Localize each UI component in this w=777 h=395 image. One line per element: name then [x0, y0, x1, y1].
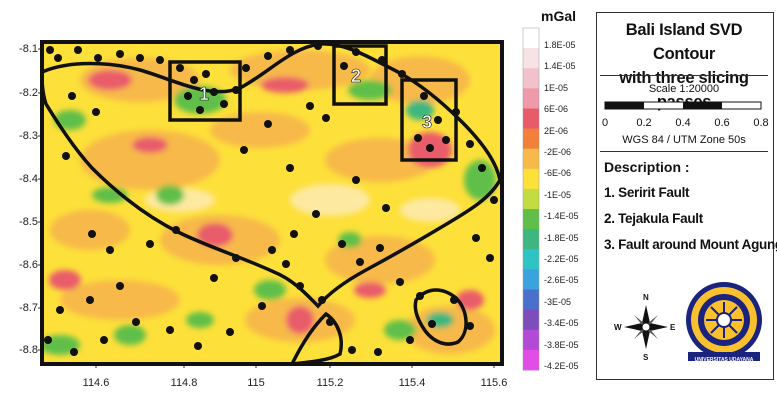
- colorbar-label: -6E-06: [544, 168, 572, 179]
- x-tick-label: 115: [247, 377, 265, 389]
- colorbar-step: [523, 209, 539, 230]
- colorbar-step: [523, 188, 539, 210]
- legend-divider: [600, 151, 768, 152]
- legend-divider: [600, 75, 768, 76]
- colorbar-label: -1.8E-05: [544, 232, 579, 243]
- description-item-seririt: 1. Seririt Fault: [604, 185, 690, 200]
- colorbar-step: [523, 329, 539, 351]
- scale-tick-label: 0.6: [714, 117, 730, 129]
- colorbar-step: [523, 289, 539, 311]
- map-panel: -8.1 -8.2 -8.3 -8.4 -8.5 -8.6 -8.7 -8.8 …: [19, 8, 579, 389]
- colorbar-label: -2.6E-05: [544, 275, 579, 286]
- colorbar-label: -2E-06: [544, 147, 572, 157]
- x-tick-label: 114.6: [82, 377, 110, 389]
- y-tick-label: -8.3: [19, 130, 38, 142]
- bukit-peninsula-outline: [290, 311, 343, 364]
- x-tick-label: 115.6: [480, 377, 508, 389]
- colorbar-step: [523, 28, 539, 49]
- colorbar-label: -1E-05: [544, 189, 572, 200]
- colorbar-step: [523, 168, 539, 190]
- slicing-pass-label-3: 3: [422, 112, 432, 132]
- legend-title-line-1: Bali Island SVD Contour: [625, 21, 743, 63]
- scale-tick-label: 0.2: [636, 117, 652, 129]
- colorbar-label: -3.8E-05: [544, 339, 579, 350]
- map-frame: [40, 40, 504, 366]
- scale-label: Scale 1:20000: [648, 83, 720, 95]
- colorbar-label: 2E-06: [544, 125, 569, 136]
- x-tick-label: 115.4: [398, 377, 426, 389]
- colorbar-step: [523, 269, 539, 291]
- scale-tick-label: 0: [601, 117, 609, 129]
- x-tick-label: 115.2: [316, 377, 344, 389]
- colorbar-step: [523, 309, 539, 331]
- university-name: UNIVERSITAS UDAYANA: [694, 357, 754, 363]
- colorbar-step: [523, 349, 539, 371]
- svd-contour-map: 1 2 3: [38, 27, 540, 371]
- colorbar-unit: mGal: [541, 8, 577, 24]
- nusa-penida-outline: [413, 288, 468, 346]
- slicing-pass-label-1: 1: [199, 84, 209, 104]
- colorbar-label: -4.2E-05: [544, 361, 579, 371]
- contour-fill: [42, 42, 502, 364]
- x-tick-label: 114.8: [170, 377, 198, 389]
- description-item-agung: 3. Fault around Mount Agung: [604, 237, 777, 252]
- description-item-tejakula: 2. Tejakula Fault: [604, 211, 703, 226]
- y-tick-label: -8.4: [19, 173, 38, 185]
- y-tick-label: -8.1: [19, 43, 38, 55]
- slicing-pass-label-2: 2: [351, 66, 361, 86]
- colorbar-step: [523, 249, 539, 270]
- description-heading: Description :: [604, 159, 690, 175]
- colorbar-step: [523, 48, 539, 69]
- colorbar-step: [523, 68, 539, 89]
- legend-title: Bali Island SVD Contour with three slici…: [600, 18, 768, 114]
- colorbar-label: 6E-06: [544, 104, 569, 115]
- colorbar: [523, 28, 539, 371]
- colorbar-label: -3E-05: [544, 296, 572, 307]
- colorbar-step: [523, 88, 539, 109]
- slicing-pass-box-2: [332, 44, 388, 106]
- colorbar-step: [523, 148, 539, 170]
- y-tick-label: -8.8: [19, 344, 38, 356]
- scale-tick-label: 0.8: [753, 117, 769, 129]
- colorbar-label: 1.8E-05: [544, 40, 576, 50]
- colorbar-label: 1.4E-05: [544, 61, 576, 72]
- colorbar-label: 1E-05: [544, 82, 569, 93]
- y-tick-label: -8.7: [19, 302, 38, 314]
- colorbar-step: [523, 229, 539, 250]
- y-tick-label: -8.2: [19, 87, 38, 99]
- colorbar-frame: [522, 27, 540, 371]
- projection-label: WGS 84 / UTM Zone 50s: [622, 134, 746, 146]
- y-tick-label: -8.6: [19, 259, 38, 271]
- colorbar-step: [523, 128, 539, 150]
- scale-tick-label: 0.4: [675, 117, 691, 129]
- colorbar-label: -1.4E-05: [544, 211, 579, 222]
- y-tick-label: -8.5: [19, 216, 38, 228]
- colorbar-label: -3.4E-05: [544, 318, 579, 329]
- colorbar-label: -2.2E-05: [544, 254, 579, 264]
- colorbar-step: [523, 108, 539, 130]
- slicing-pass-box-3: [400, 78, 458, 162]
- slicing-pass-box-1: [168, 60, 242, 122]
